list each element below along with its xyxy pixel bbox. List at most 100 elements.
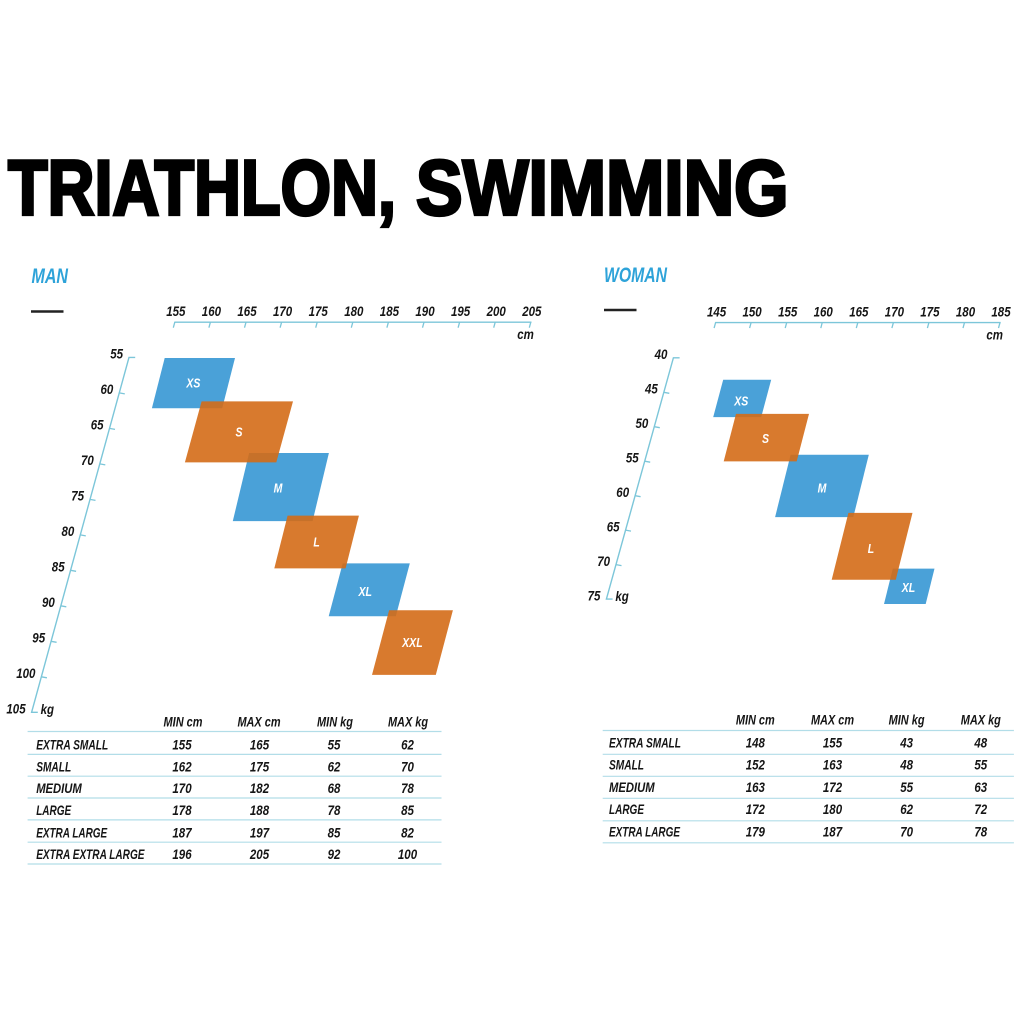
- svg-text:cm: cm: [986, 326, 1003, 342]
- svg-text:75: 75: [588, 587, 601, 603]
- svg-text:WOMAN: WOMAN: [604, 264, 668, 287]
- svg-text:160: 160: [202, 303, 221, 319]
- svg-text:163: 163: [746, 779, 765, 795]
- svg-text:150: 150: [743, 303, 762, 319]
- svg-text:85: 85: [52, 559, 65, 575]
- svg-text:MAX kg: MAX kg: [961, 713, 1002, 728]
- svg-text:196: 196: [172, 846, 191, 862]
- svg-text:62: 62: [900, 801, 913, 817]
- svg-text:195: 195: [451, 303, 470, 319]
- svg-text:M: M: [274, 481, 284, 496]
- svg-text:72: 72: [974, 801, 987, 817]
- svg-text:L: L: [868, 541, 874, 556]
- svg-text:MIN kg: MIN kg: [317, 714, 353, 729]
- svg-text:95: 95: [32, 630, 45, 646]
- svg-text:EXTRA LARGE: EXTRA LARGE: [36, 824, 107, 840]
- svg-text:100: 100: [16, 665, 35, 681]
- svg-text:172: 172: [823, 779, 842, 795]
- svg-text:85: 85: [328, 824, 341, 840]
- svg-text:MEDIUM: MEDIUM: [609, 779, 655, 795]
- svg-text:MIN cm: MIN cm: [736, 713, 775, 728]
- svg-text:180: 180: [823, 801, 842, 817]
- svg-text:180: 180: [344, 303, 363, 319]
- svg-text:70: 70: [81, 452, 94, 468]
- svg-text:78: 78: [401, 780, 414, 796]
- svg-text:78: 78: [328, 802, 341, 818]
- svg-text:LARGE: LARGE: [36, 802, 71, 818]
- svg-text:MAX cm: MAX cm: [237, 714, 280, 729]
- svg-text:65: 65: [607, 518, 620, 534]
- svg-text:EXTRA SMALL: EXTRA SMALL: [36, 737, 108, 753]
- svg-text:55: 55: [974, 757, 987, 773]
- svg-text:187: 187: [172, 824, 192, 840]
- svg-text:62: 62: [401, 737, 414, 753]
- svg-text:65: 65: [91, 417, 104, 433]
- svg-text:MIN cm: MIN cm: [164, 714, 203, 729]
- svg-text:55: 55: [328, 737, 341, 753]
- svg-text:XL: XL: [901, 580, 915, 595]
- svg-text:187: 187: [823, 823, 843, 839]
- svg-text:185: 185: [380, 303, 399, 319]
- svg-text:EXTRA LARGE: EXTRA LARGE: [609, 823, 680, 839]
- svg-text:L: L: [313, 535, 319, 550]
- svg-text:155: 155: [823, 735, 842, 751]
- svg-text:205: 205: [249, 846, 269, 862]
- svg-text:170: 170: [885, 303, 904, 319]
- svg-text:205: 205: [521, 303, 541, 319]
- svg-text:170: 170: [273, 303, 292, 319]
- svg-text:160: 160: [814, 303, 833, 319]
- svg-text:178: 178: [172, 802, 191, 818]
- svg-text:185: 185: [991, 303, 1010, 319]
- svg-text:172: 172: [746, 801, 765, 817]
- svg-text:MIN kg: MIN kg: [889, 713, 925, 728]
- svg-text:170: 170: [172, 780, 191, 796]
- svg-text:MEDIUM: MEDIUM: [36, 780, 82, 796]
- svg-text:S: S: [236, 424, 243, 439]
- svg-text:175: 175: [250, 758, 269, 774]
- svg-text:70: 70: [900, 823, 913, 839]
- svg-text:152: 152: [746, 757, 765, 773]
- svg-text:SMALL: SMALL: [609, 757, 644, 773]
- svg-text:62: 62: [328, 758, 341, 774]
- svg-text:165: 165: [237, 303, 256, 319]
- svg-text:EXTRA EXTRA LARGE: EXTRA EXTRA LARGE: [36, 846, 145, 862]
- svg-text:105: 105: [6, 701, 25, 717]
- svg-text:EXTRA SMALL: EXTRA SMALL: [609, 735, 681, 751]
- svg-text:162: 162: [172, 758, 191, 774]
- svg-text:80: 80: [62, 523, 75, 539]
- svg-text:175: 175: [920, 303, 939, 319]
- svg-text:200: 200: [486, 303, 506, 319]
- svg-text:100: 100: [398, 846, 417, 862]
- svg-text:165: 165: [250, 737, 269, 753]
- svg-text:180: 180: [956, 303, 975, 319]
- svg-text:145: 145: [707, 303, 726, 319]
- svg-text:43: 43: [899, 735, 913, 751]
- svg-text:60: 60: [616, 484, 629, 500]
- svg-text:XXL: XXL: [401, 635, 422, 650]
- svg-text:55: 55: [900, 779, 913, 795]
- svg-text:LARGE: LARGE: [609, 801, 644, 817]
- svg-text:45: 45: [644, 381, 658, 397]
- svg-text:55: 55: [626, 449, 639, 465]
- svg-text:XS: XS: [733, 393, 748, 408]
- svg-text:155: 155: [166, 303, 185, 319]
- svg-text:48: 48: [974, 735, 988, 751]
- svg-text:165: 165: [849, 303, 868, 319]
- svg-text:155: 155: [778, 303, 797, 319]
- svg-text:XS: XS: [186, 376, 201, 391]
- svg-text:MAX cm: MAX cm: [811, 713, 854, 728]
- svg-text:197: 197: [250, 824, 270, 840]
- svg-text:M: M: [818, 480, 828, 495]
- svg-text:85: 85: [401, 802, 414, 818]
- svg-text:148: 148: [746, 735, 765, 751]
- svg-text:68: 68: [328, 780, 341, 796]
- svg-text:SMALL: SMALL: [36, 758, 71, 774]
- svg-text:TRIATHLON,: TRIATHLON,: [8, 144, 396, 232]
- svg-text:XL: XL: [358, 584, 372, 599]
- svg-text:cm: cm: [517, 326, 534, 342]
- svg-text:179: 179: [746, 823, 765, 839]
- svg-text:kg: kg: [41, 701, 55, 717]
- svg-text:163: 163: [823, 757, 842, 773]
- svg-text:175: 175: [309, 303, 328, 319]
- svg-text:188: 188: [250, 802, 269, 818]
